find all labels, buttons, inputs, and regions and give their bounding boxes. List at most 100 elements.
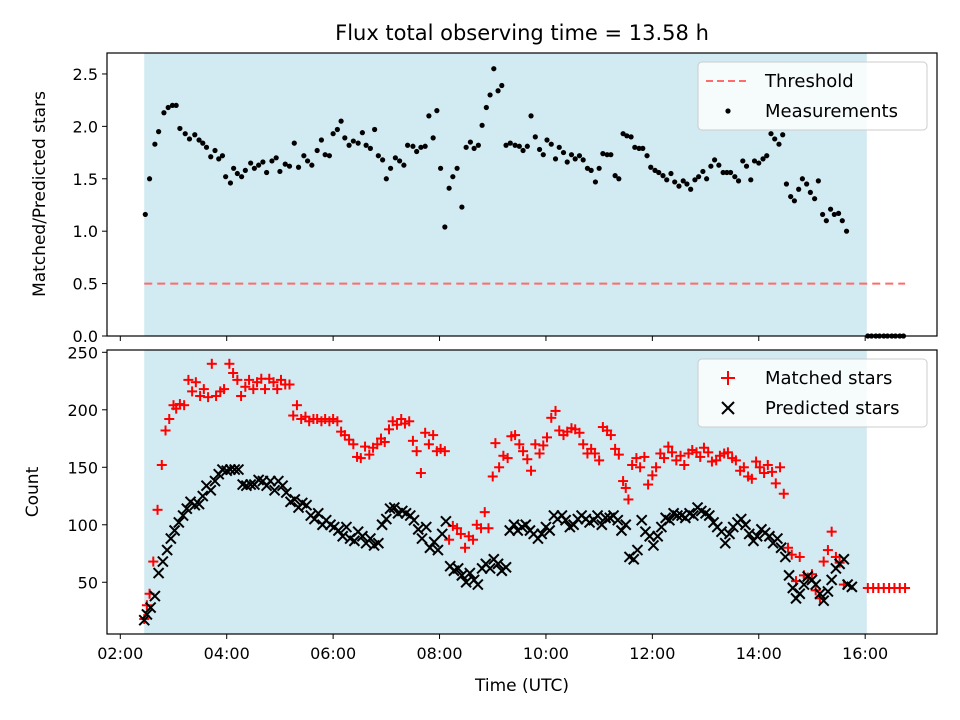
measurement-point [165, 104, 171, 111]
predicted-star-point [280, 486, 293, 499]
measurement-point [815, 178, 821, 184]
matched-star-point [534, 448, 545, 459]
matched-star-point [272, 384, 283, 395]
matched-star-point [627, 459, 638, 470]
matched-star-point [522, 454, 533, 465]
measurement-point [716, 162, 722, 168]
matched-star-point [411, 446, 422, 457]
predicted-star-point [300, 499, 313, 511]
measurement-point [405, 142, 411, 148]
matched-star-point [284, 379, 295, 390]
matched-star-point [767, 466, 778, 477]
matched-star-point [639, 451, 650, 462]
measurement-point [572, 156, 578, 162]
measurement-point [401, 162, 407, 168]
predicted-star-point [743, 528, 755, 540]
top-y-tick-label: 2.5 [73, 65, 98, 84]
measurement-point [743, 163, 750, 169]
measurement-point [764, 153, 770, 159]
predicted-star-point [628, 553, 640, 565]
matched-star-point [663, 441, 674, 452]
measurement-point [564, 159, 570, 165]
predicted-star-point [500, 561, 512, 574]
measurement-point [322, 152, 328, 158]
predicted-star-point [420, 521, 432, 533]
measurement-point [459, 204, 465, 210]
measurement-point [446, 185, 452, 191]
legend-measurements-swatch [725, 108, 731, 114]
x-tick-label: 10:00 [523, 644, 569, 663]
predicted-star-point [687, 509, 700, 522]
measurement-point [560, 149, 567, 156]
top-y-tick-label: 0.5 [73, 275, 98, 294]
predicted-star-point [822, 585, 834, 598]
predicted-star-point [636, 514, 648, 526]
legend-predicted-label: Predicted stars [765, 398, 899, 419]
measurement-point [772, 136, 778, 142]
matched-star-point [635, 462, 646, 473]
matched-star-point [759, 468, 770, 479]
measurement-point [576, 153, 583, 159]
measurement-point [636, 145, 642, 151]
predicted-star-point [763, 530, 776, 542]
measurement-point [672, 179, 678, 185]
measurement-point [688, 186, 694, 192]
measurement-point [256, 162, 262, 168]
measurement-point [512, 142, 518, 148]
measurement-point [740, 158, 746, 164]
predicted-star-point [484, 562, 496, 575]
matched-star-point [240, 381, 251, 392]
matched-star-point [439, 446, 450, 457]
measurement-point [186, 136, 193, 142]
predicted-star-point [817, 594, 830, 607]
measurement-point [600, 151, 606, 157]
measurement-point [776, 141, 782, 147]
matched-star-point [195, 390, 206, 401]
matched-star-point [643, 479, 654, 490]
measurement-point [383, 176, 389, 182]
matched-star-point [164, 413, 175, 424]
matched-star-point [483, 523, 494, 534]
predicted-star-point [424, 542, 436, 554]
measurement-point [152, 141, 158, 147]
predicted-star-point [559, 514, 572, 526]
measurement-point [437, 165, 444, 171]
measurement-point [483, 104, 489, 111]
measurement-point [756, 160, 762, 166]
matched-star-point [355, 453, 366, 464]
measurement-point [418, 144, 424, 150]
measurement-point [628, 134, 634, 140]
matched-star-point [738, 462, 749, 473]
matched-star-point [228, 367, 239, 378]
measurement-point [182, 131, 188, 137]
matched-star-point [364, 449, 375, 460]
chart-title: Flux total observing time = 13.58 h [335, 21, 709, 45]
matched-star-point [291, 400, 302, 411]
measurement-point [212, 147, 218, 154]
matched-star-point [360, 441, 371, 452]
predicted-star-point [663, 514, 676, 526]
predicted-star-point [715, 525, 728, 538]
matched-star-point [236, 390, 247, 401]
matched-star-point [268, 377, 279, 388]
measurement-point [692, 177, 698, 183]
matched-star-point [578, 439, 589, 450]
measurement-point [426, 113, 432, 119]
predicted-star-point [567, 519, 580, 531]
measurement-point [380, 157, 386, 163]
measurement-point [326, 153, 332, 159]
measurement-point [203, 144, 210, 150]
measurement-point [608, 152, 614, 158]
measurement-point [422, 143, 428, 149]
matched-star-point [490, 438, 501, 449]
x-axis-label: Time (UTC) [474, 676, 569, 696]
top-y-axis-label: Matched/Predicted stars [30, 91, 50, 297]
matched-star-point [594, 455, 605, 466]
measurement-point [260, 159, 266, 165]
measurement-point [760, 156, 766, 162]
measurement-point [471, 145, 477, 151]
measurement-point [442, 224, 448, 230]
measurement-point [616, 176, 622, 182]
measurement-point [720, 169, 726, 176]
predicted-star-point [364, 532, 377, 545]
